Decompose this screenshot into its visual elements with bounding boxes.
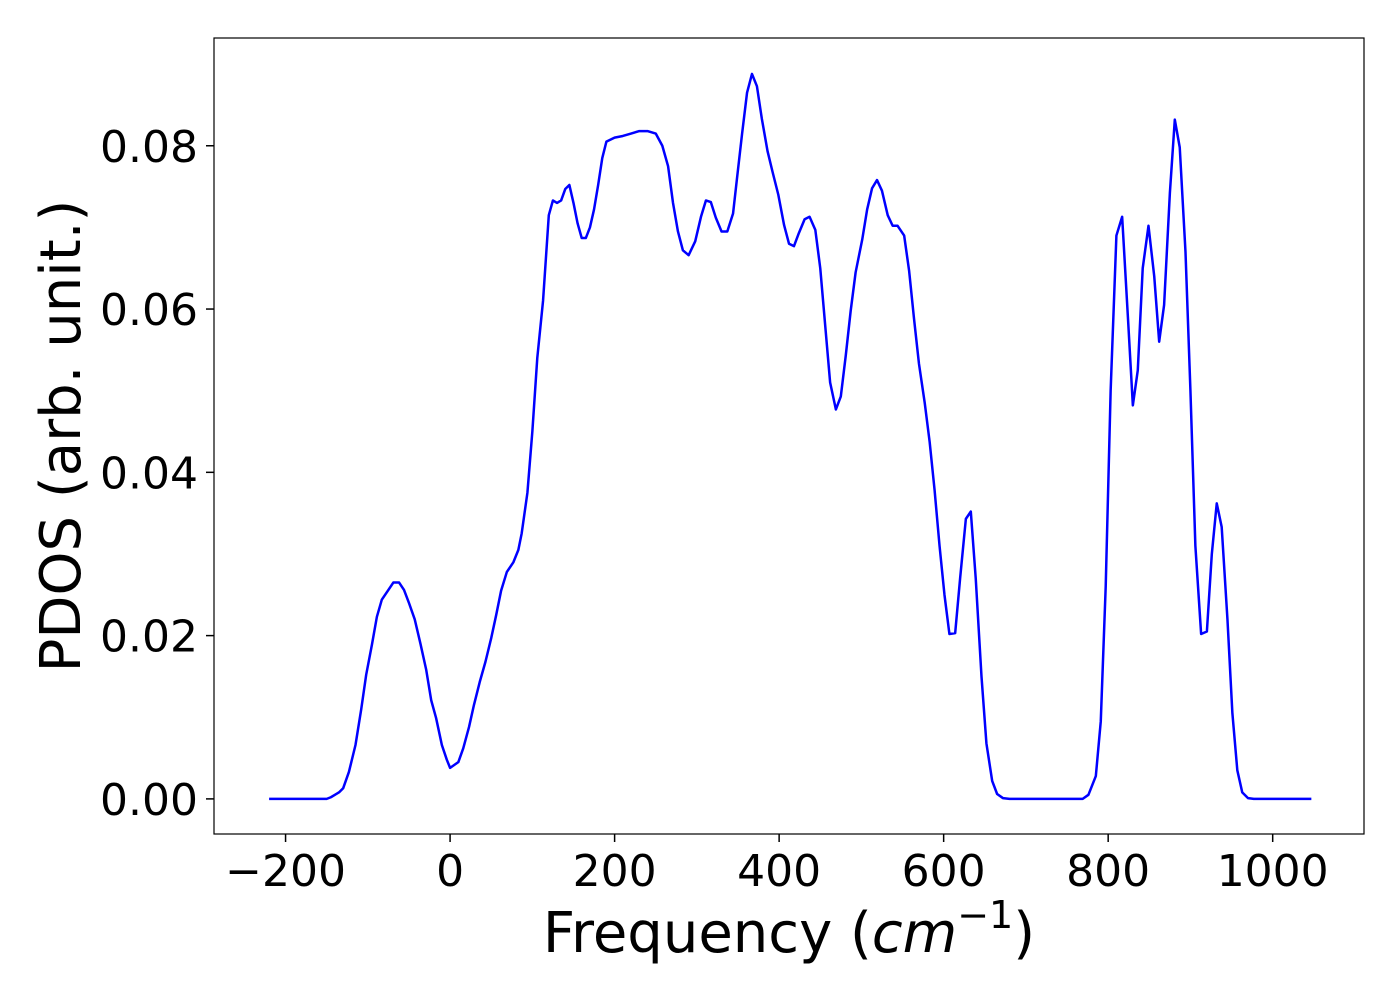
x-tick-label: 200 xyxy=(573,846,657,897)
y-axis-label: PDOS (arb. unit.) xyxy=(29,200,94,673)
plot-frame xyxy=(213,37,1365,835)
x-tick-label: −200 xyxy=(225,846,346,897)
x-label-unit: cm xyxy=(872,901,957,966)
x-label-exponent: −1 xyxy=(957,893,1013,937)
x-tick-label: 1000 xyxy=(1217,846,1329,897)
y-tick-label: 0.06 xyxy=(100,285,198,336)
y-tick-label: 0.04 xyxy=(100,448,198,499)
x-tick-label: 400 xyxy=(737,846,821,897)
y-tick-label: 0.08 xyxy=(100,122,198,173)
x-tick-label: 0 xyxy=(436,846,464,897)
y-tick-label: 0.02 xyxy=(100,612,198,663)
pdos-line xyxy=(269,72,1312,801)
x-tick-label: 800 xyxy=(1066,846,1150,897)
x-tick-label: 600 xyxy=(902,846,986,897)
x-label-close: ) xyxy=(1013,901,1035,966)
x-axis-label: Frequency (cm−1) xyxy=(543,893,1035,966)
x-label-text: Frequency ( xyxy=(543,901,872,966)
y-tick-label: 0.00 xyxy=(100,775,198,826)
